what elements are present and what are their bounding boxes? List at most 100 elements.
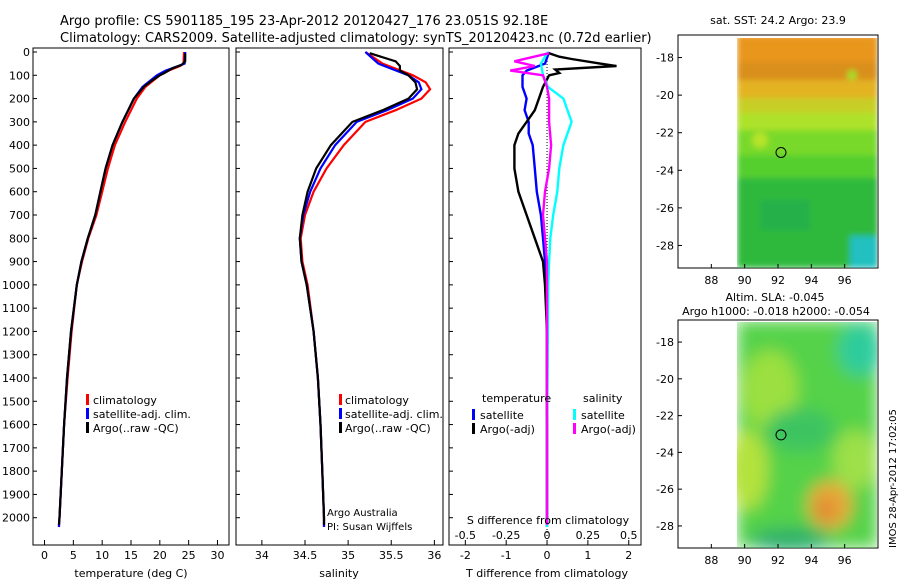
depth-axis: 0 100 200 300 400 500 600 700 800 900 1000 1100 1200… [2, 46, 37, 525]
sla-map-title: Altim. SLA: -0.045 [725, 291, 824, 304]
depth-tick-label: 100 [9, 69, 30, 82]
legend-entry: climatology [345, 394, 409, 407]
depth-tick-label: 1700 [2, 442, 30, 455]
legend-entry: Argo(-adj) [581, 423, 636, 436]
difference-series [510, 51, 617, 527]
header-line2: Climatology: CARS2009. Satellite-adjuste… [60, 31, 652, 46]
depth-tick-label: 1200 [2, 325, 30, 338]
depth-tick-label: 0 [23, 46, 30, 59]
map-lat-tick-label: -18 [656, 336, 674, 349]
salinity-tick-label: 35 [341, 549, 355, 562]
temperature-tick-label: 5 [70, 549, 77, 562]
difference-axes-frame [448, 47, 642, 546]
annotation-pi: PI: Susan Wijffels [327, 522, 412, 533]
map-lat-tick-label: -24 [656, 164, 674, 177]
map-lon-tick-label: 94 [804, 274, 818, 287]
legend-entry: Argo(-adj) [480, 423, 535, 436]
legend-entry: Argo(..raw -QC) [93, 422, 179, 435]
sst-map-panel: sat. SST: 24.2 Argo: 23.9 88 90 92 94 96 -18 -… [656, 14, 879, 287]
legend-entry: Argo(..raw -QC) [345, 422, 431, 435]
salinity-panel: 34 34.5 35 35.5 36 salinity climatologysatel… [235, 47, 444, 580]
salinity-series [298, 51, 432, 527]
map-lat-tick-label: -26 [656, 202, 674, 215]
temperature-series-2 [57, 53, 187, 525]
sst-map-title: sat. SST: 24.2 Argo: 23.9 [710, 14, 846, 27]
depth-tick-label: 700 [9, 209, 30, 222]
legend-swatch [472, 409, 475, 420]
difference-axis: -2 -1 0 1 2 [449, 51, 632, 562]
sla-argo-location-marker [775, 429, 787, 441]
depth-tick-label: 1100 [2, 302, 30, 315]
t-difference-tick-label: 1 [584, 549, 591, 562]
depth-tick-label: 900 [9, 256, 30, 269]
depth-tick-label: 600 [9, 186, 30, 199]
salinity-series-2 [298, 52, 419, 525]
salinity-tick-label: 34.5 [293, 549, 318, 562]
depth-tick-label: 300 [9, 116, 30, 129]
legend-salinity-heading: salinity [583, 392, 623, 405]
map-lon-tick-label: 90 [738, 554, 752, 567]
map-lat-tick-label: -28 [656, 239, 674, 252]
sst-map-axes: 88 90 92 94 96 -18 -20 -22 -24 -26 -28 [656, 52, 852, 287]
sst-argo-location-marker [775, 147, 787, 158]
t-difference-tick-label: 0 [544, 549, 551, 562]
t-difference-tick-label: -2 [460, 549, 471, 562]
sst-heatmap [737, 38, 877, 268]
salinity-xlabel: salinity [319, 567, 359, 580]
temperature-tick-label: 30 [210, 549, 224, 562]
salinity-tick-label: 35.5 [379, 549, 404, 562]
map-lat-tick-label: -18 [656, 52, 674, 65]
map-lon-tick-label: 88 [704, 274, 718, 287]
legend-entry: climatology [93, 394, 157, 407]
sla-heatmap [737, 322, 877, 548]
legend-swatch [339, 422, 342, 433]
temperature-x-axis: 0 5 10 15 20 25 30 [41, 540, 224, 562]
header-line1: Argo profile: CS 5901185_195 23-Apr-2012… [60, 14, 548, 29]
temperature-series [57, 51, 187, 528]
depth-tick-label: 800 [9, 232, 30, 245]
map-lat-tick-label: -20 [656, 89, 674, 102]
depth-tick-label: 1300 [2, 349, 30, 362]
sla-map-axes: 88 90 92 94 96 -18 -20 -22 -24 -26 -28 [656, 336, 852, 567]
map-lon-tick-label: 92 [771, 274, 785, 287]
legend-swatch [472, 423, 475, 434]
legend-swatch [86, 422, 89, 433]
legend-swatch [573, 409, 576, 420]
map-lon-tick-label: 88 [704, 554, 718, 567]
temperature-tick-label: 25 [182, 549, 196, 562]
t-difference-tick-label: -1 [501, 549, 512, 562]
t-difference-label: T difference from climatology [465, 567, 628, 580]
temperature-panel: 0100200300400500600700800900100011001200… [2, 46, 230, 580]
map-lon-tick-label: 94 [804, 554, 818, 567]
legend-entry: satellite-adj. clim. [345, 408, 443, 421]
map-lon-tick-label: 96 [838, 554, 852, 567]
difference-panel: -2 -1 0 1 2 S difference from climatology -0… [448, 47, 642, 580]
legend-entry: satellite [581, 409, 625, 422]
map-lat-tick-label: -24 [656, 446, 674, 459]
depth-tick-label: 1600 [2, 419, 30, 432]
depth-tick-label: 500 [9, 162, 30, 175]
depth-tick-label: 2000 [2, 512, 30, 525]
depth-tick-label: 1800 [2, 465, 30, 478]
sla-map-panel: Altim. SLA: -0.045 Argo h1000: -0.018 h2… [656, 291, 879, 567]
salinity-axis: 34 34.5 35 35.5 36 [236, 51, 441, 562]
s-difference-tick-label: -0.5 [455, 529, 476, 542]
s-difference-tick-label: 0.25 [576, 529, 601, 542]
map-lon-tick-label: 96 [838, 274, 852, 287]
map-lat-tick-label: -22 [656, 127, 674, 140]
map-lat-tick-label: -26 [656, 483, 674, 496]
legend-swatch [86, 408, 89, 419]
sla-map-subtitle: Argo h1000: -0.018 h2000: -0.054 [682, 305, 870, 318]
temperature-xlabel: temperature (deg C) [74, 567, 187, 580]
legend-swatch [339, 408, 342, 419]
legend-entry: satellite [480, 409, 524, 422]
salinity-axes-frame [235, 47, 444, 546]
salinity-tick-label: 36 [427, 549, 441, 562]
temperature-tick-label: 15 [124, 549, 138, 562]
legend-swatch [339, 394, 342, 405]
imos-timestamp: IMOS 28-Apr-2012 17:02:05 [888, 409, 899, 548]
